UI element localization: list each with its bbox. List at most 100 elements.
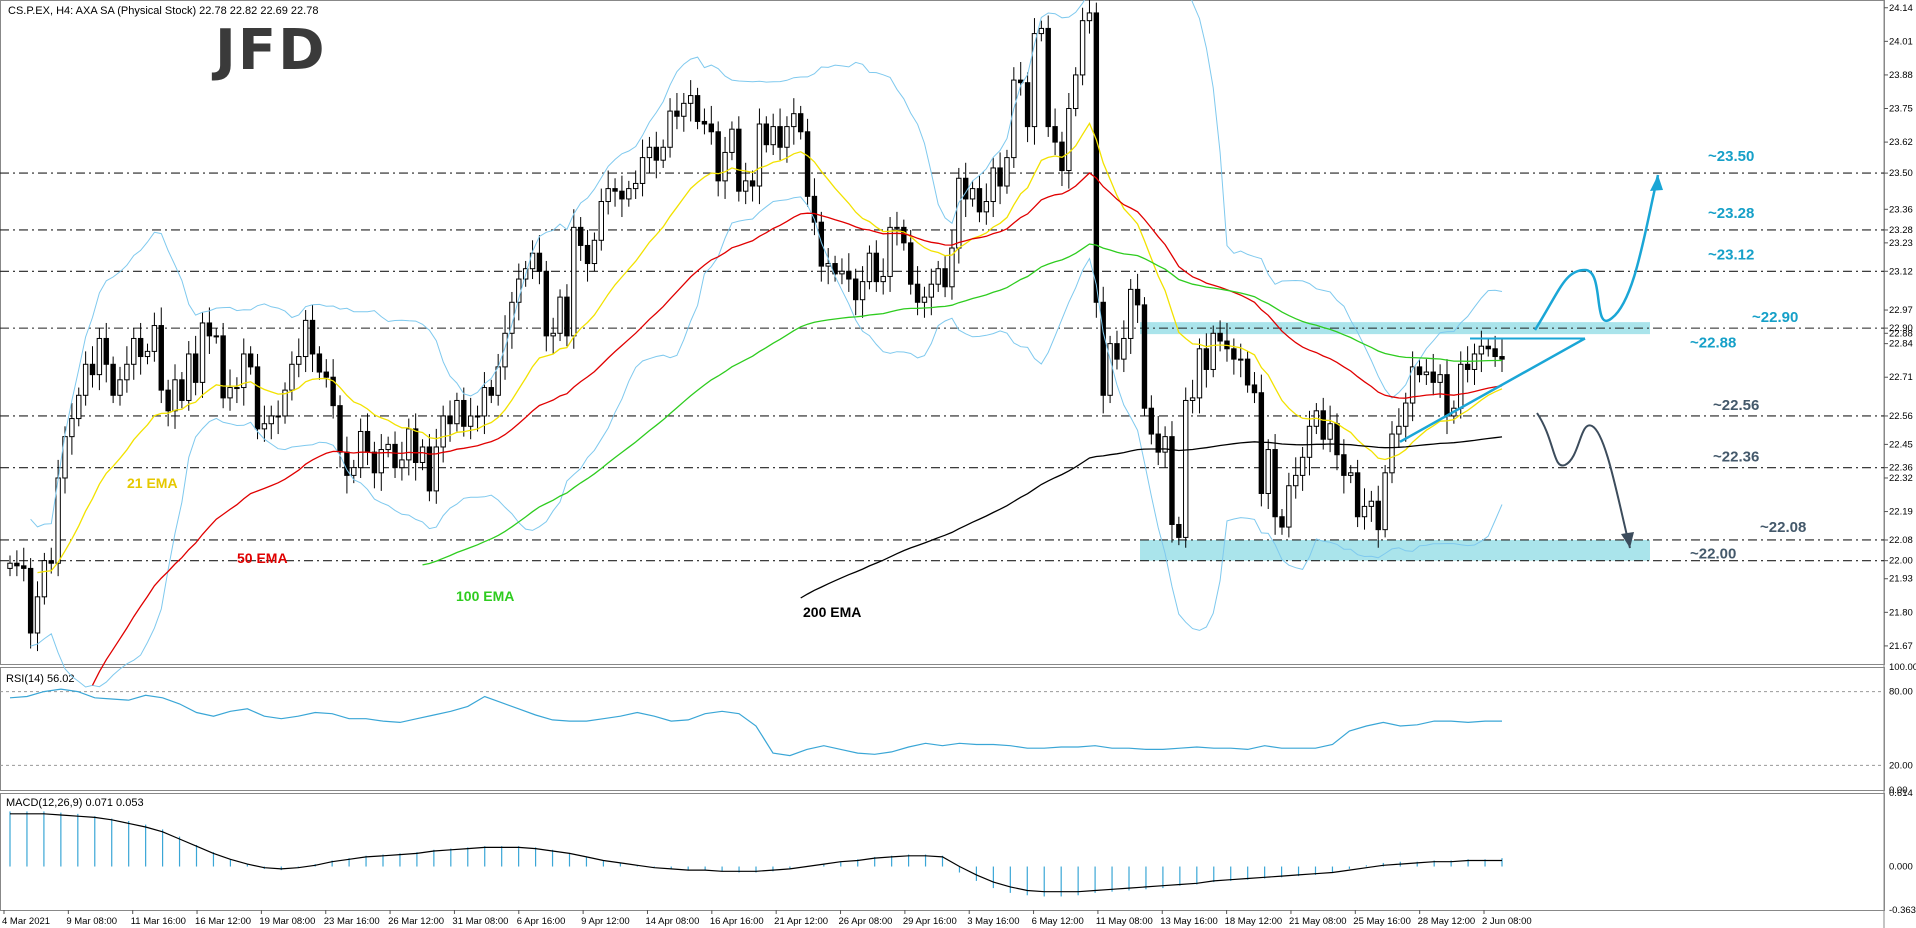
candle-body bbox=[1306, 425, 1313, 458]
candle-body bbox=[1327, 423, 1333, 440]
time-tick-label: 14 Apr 08:00 bbox=[645, 916, 699, 927]
price-tick-label: 22.88 bbox=[1889, 328, 1913, 339]
candle-body bbox=[282, 389, 288, 417]
candle-body bbox=[722, 151, 728, 182]
candle-body bbox=[653, 146, 660, 161]
candle-body bbox=[351, 467, 357, 476]
candle-body bbox=[1066, 108, 1072, 172]
time-tick-label: 11 May 08:00 bbox=[1096, 916, 1153, 927]
candle-body bbox=[69, 418, 75, 438]
candle-body bbox=[536, 252, 543, 272]
candle-body bbox=[433, 446, 439, 492]
time-tick-label: 18 May 12:00 bbox=[1225, 916, 1283, 927]
candle-body bbox=[1368, 500, 1375, 507]
ema-200-line bbox=[800, 436, 1503, 599]
candle-body bbox=[687, 95, 694, 104]
rsi-tick-label: 0.00 bbox=[1889, 785, 1908, 796]
macd-pane-frame bbox=[0, 793, 1885, 911]
candle-body bbox=[406, 428, 412, 461]
candle-body bbox=[1299, 456, 1306, 476]
candle-body bbox=[1231, 348, 1237, 360]
candle-body bbox=[701, 120, 708, 125]
candle-body bbox=[309, 319, 316, 355]
candle-body bbox=[96, 337, 103, 376]
candle-body bbox=[742, 180, 749, 192]
candle-body bbox=[639, 157, 646, 184]
candle-body bbox=[605, 188, 611, 203]
ema-label: 21 EMA bbox=[127, 475, 178, 491]
rsi-pane-frame bbox=[0, 667, 1885, 791]
candle-body bbox=[584, 244, 591, 265]
ema-100-line bbox=[422, 243, 1502, 566]
price-tick-label: 23.62 bbox=[1889, 137, 1913, 148]
macd-tick-label: 0.614 bbox=[1889, 788, 1913, 799]
candle-body bbox=[1437, 374, 1443, 383]
candle-body bbox=[1485, 345, 1491, 350]
candle-body bbox=[667, 110, 673, 148]
candle-body bbox=[419, 446, 426, 463]
candle-body bbox=[1389, 433, 1395, 474]
bollinger-upper-band bbox=[30, 0, 1503, 528]
price-tick-label: 22.71 bbox=[1889, 372, 1913, 383]
candle-body bbox=[770, 126, 776, 146]
candle-body bbox=[1258, 392, 1265, 494]
candle-body bbox=[804, 131, 811, 197]
candle-body bbox=[131, 337, 137, 365]
price-tick-label: 22.32 bbox=[1889, 473, 1913, 484]
candle-body bbox=[1196, 348, 1203, 399]
ema-label: 200 EMA bbox=[803, 604, 861, 620]
candle-body bbox=[247, 353, 254, 368]
candle-body bbox=[963, 177, 969, 200]
candle-body bbox=[729, 128, 735, 153]
candle-body bbox=[1189, 397, 1196, 401]
candle-body bbox=[749, 180, 756, 187]
candle-body bbox=[921, 296, 928, 303]
candle-body bbox=[1416, 366, 1423, 376]
rsi-header: RSI(14) 56.02 bbox=[6, 673, 75, 685]
candle-body bbox=[206, 322, 213, 337]
candle-body bbox=[626, 188, 632, 200]
level-label: ~22.08 bbox=[1760, 519, 1806, 536]
candle-body bbox=[1086, 12, 1093, 22]
candle-body bbox=[543, 270, 549, 337]
candle-body bbox=[1148, 407, 1155, 435]
candle-body bbox=[1499, 356, 1505, 360]
candle-body bbox=[612, 188, 618, 192]
candle-body bbox=[1162, 436, 1168, 453]
candle-body bbox=[144, 350, 151, 358]
candle-body bbox=[1183, 399, 1189, 538]
time-tick-label: 3 May 16:00 bbox=[967, 916, 1019, 927]
candle-body bbox=[41, 560, 48, 598]
price-tick-label: 23.12 bbox=[1889, 266, 1913, 277]
candle-body bbox=[1334, 423, 1340, 456]
candle-body bbox=[1176, 523, 1182, 538]
price-tick-label: 23.50 bbox=[1889, 168, 1913, 179]
candle-body bbox=[1004, 157, 1010, 187]
candle-body bbox=[928, 283, 935, 298]
candle-body bbox=[1155, 433, 1161, 453]
candle-body bbox=[1073, 74, 1079, 110]
candle-body bbox=[997, 167, 1003, 187]
candle-body bbox=[48, 560, 54, 564]
candle-body bbox=[1293, 474, 1299, 487]
candle-body bbox=[681, 102, 687, 117]
candle-body bbox=[117, 379, 123, 396]
candle-body bbox=[632, 182, 639, 190]
candle-body bbox=[14, 562, 20, 567]
candle-body bbox=[1093, 12, 1100, 303]
candle-body bbox=[1361, 505, 1368, 518]
candle-body bbox=[412, 428, 419, 463]
time-tick-label: 13 May 16:00 bbox=[1160, 916, 1218, 927]
candle-body bbox=[426, 446, 433, 492]
candle-body bbox=[1024, 82, 1031, 128]
candle-body bbox=[880, 275, 886, 283]
candle-body bbox=[901, 226, 907, 244]
candle-body bbox=[598, 201, 604, 241]
time-tick-label: 9 Mar 08:00 bbox=[66, 916, 117, 927]
candle-body bbox=[983, 201, 990, 213]
price-tick-label: 21.67 bbox=[1889, 641, 1913, 652]
candle-body bbox=[110, 363, 116, 396]
time-tick-label: 21 May 08:00 bbox=[1289, 916, 1347, 927]
candle-body bbox=[371, 451, 378, 474]
